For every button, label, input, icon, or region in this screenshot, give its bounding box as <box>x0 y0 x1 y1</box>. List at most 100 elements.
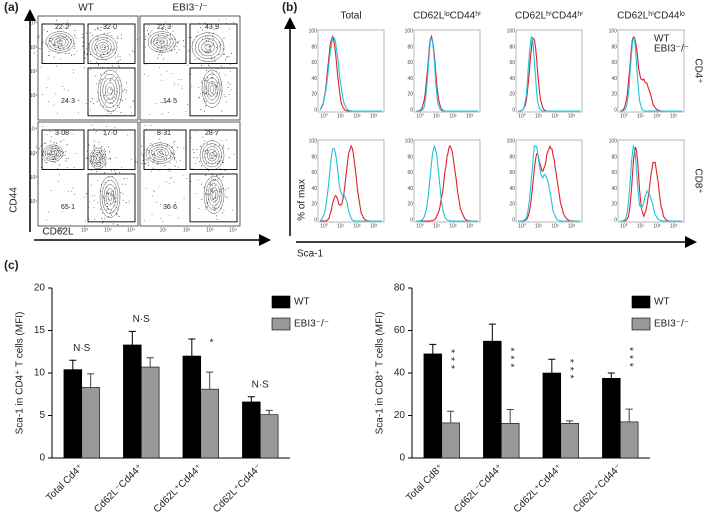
y-tick-label: 40 <box>509 76 515 82</box>
event-dot <box>212 207 214 209</box>
gate <box>189 173 238 223</box>
event-dot <box>169 34 171 36</box>
event-dot <box>97 38 99 40</box>
event-dot <box>215 84 217 86</box>
event-dot <box>211 181 213 183</box>
event-dot <box>165 28 167 30</box>
event-dot <box>181 88 183 90</box>
event-dot <box>110 88 112 90</box>
column-title: CD62LʰⁱCD44ˡᵒ <box>617 11 685 22</box>
event-dot <box>211 119 213 121</box>
event-dot <box>174 38 176 40</box>
event-dot <box>204 77 206 79</box>
event-dot <box>101 156 103 158</box>
event-dot <box>200 93 201 95</box>
event-dot <box>74 45 76 47</box>
legend-label: WT <box>654 34 670 45</box>
event-dot <box>206 153 208 155</box>
event-dot <box>50 37 52 39</box>
event-dot <box>150 31 152 33</box>
event-dot <box>104 77 106 79</box>
event-dot <box>215 24 217 26</box>
x-tick-label: 10³ <box>466 113 474 119</box>
event-dot <box>115 207 117 209</box>
event-dot <box>46 87 48 89</box>
event-dot <box>137 30 139 32</box>
event-dot <box>202 143 204 145</box>
event-dot <box>73 48 75 50</box>
event-dot <box>161 54 163 56</box>
event-dot <box>117 55 119 57</box>
event-dot <box>65 160 67 162</box>
event-dot <box>47 78 49 80</box>
event-dot <box>210 182 212 184</box>
x-tick-label: 10⁰ <box>320 223 328 229</box>
contour-line <box>102 78 118 104</box>
event-dot <box>148 164 150 166</box>
event-dot <box>155 43 157 45</box>
histogram-curve <box>620 37 682 112</box>
event-dot <box>57 180 59 182</box>
event-dot <box>89 201 91 203</box>
significance-label: * <box>210 338 214 349</box>
event-dot <box>168 215 170 217</box>
event-dot <box>48 54 50 56</box>
event-dot <box>215 155 217 157</box>
event-dot <box>114 169 116 171</box>
event-dot <box>39 48 41 50</box>
event-dot <box>169 162 171 164</box>
event-dot <box>100 55 102 57</box>
event-dot <box>212 83 214 85</box>
event-dot <box>173 45 175 47</box>
event-dot <box>104 72 106 74</box>
event-dot <box>109 79 111 81</box>
event-dot <box>33 52 35 54</box>
event-dot <box>206 189 208 191</box>
event-dot <box>165 181 167 183</box>
event-dot <box>93 146 95 148</box>
event-dot <box>106 99 108 101</box>
y-tick-label: 15 <box>34 325 46 336</box>
contour-line <box>203 73 221 105</box>
event-dot <box>104 199 106 201</box>
event-dot <box>205 206 207 208</box>
contour-line <box>51 35 69 49</box>
event-dot <box>119 172 120 173</box>
gate-percentage: 43·9 <box>205 24 219 31</box>
event-dot <box>51 136 53 138</box>
contour-line <box>44 146 62 161</box>
event-dot <box>210 50 212 52</box>
event-dot <box>110 93 112 95</box>
event-dot <box>227 82 229 84</box>
event-dot <box>183 175 185 177</box>
event-dot <box>209 158 211 160</box>
event-dot <box>208 194 210 196</box>
bar <box>483 340 502 459</box>
event-dot <box>62 36 64 38</box>
event-dot <box>35 146 37 148</box>
event-dot <box>96 36 98 37</box>
event-dot <box>60 44 62 46</box>
event-dot <box>56 39 58 41</box>
histogram-curve <box>416 144 478 222</box>
event-dot <box>145 163 147 165</box>
event-dot <box>212 45 214 47</box>
event-dot <box>159 66 160 68</box>
axis-label: CD62L <box>42 227 74 238</box>
event-dot <box>94 144 96 146</box>
event-dot <box>97 28 99 30</box>
event-dot <box>84 220 86 222</box>
event-dot <box>209 65 211 67</box>
x-tick-label: 10¹ <box>535 223 543 229</box>
event-dot <box>183 46 185 48</box>
event-dot <box>161 28 163 30</box>
x-tick-label: 10¹ <box>637 223 645 229</box>
contour-line <box>97 41 109 53</box>
event-dot <box>88 43 90 45</box>
event-dot <box>124 89 126 91</box>
event-dot <box>57 36 59 38</box>
y-tick-label: 100 <box>405 138 414 144</box>
event-dot <box>200 109 202 111</box>
event-dot <box>99 164 101 166</box>
event-dot <box>179 160 181 162</box>
